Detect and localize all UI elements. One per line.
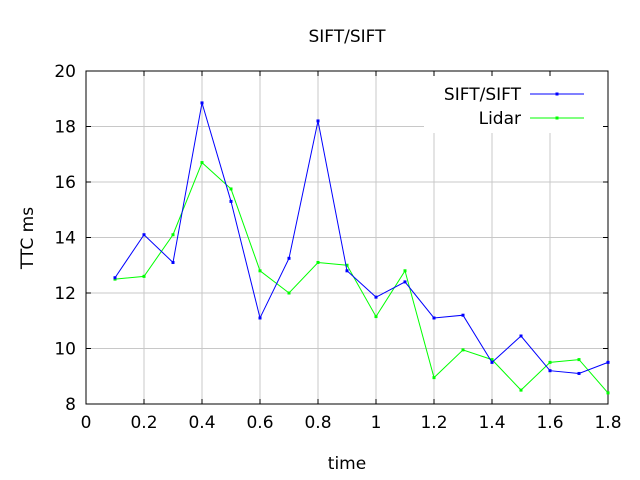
series-lidar [113, 161, 610, 395]
data-point [461, 313, 465, 317]
y-tick-label: 16 [54, 173, 76, 193]
data-point [403, 280, 407, 284]
y-axis-label: TTC ms [18, 207, 38, 270]
x-tick-label: 0.6 [246, 413, 273, 433]
legend-swatch-point [555, 116, 559, 120]
grid [86, 71, 608, 404]
data-point [577, 358, 581, 362]
data-point [519, 388, 523, 392]
data-point [287, 256, 291, 260]
data-point [374, 315, 378, 319]
data-point [461, 348, 465, 352]
data-point [548, 369, 552, 373]
data-point [258, 316, 262, 320]
chart-title: SIFT/SIFT [308, 27, 386, 47]
data-point [577, 371, 581, 375]
data-point [258, 269, 262, 273]
y-tick-label: 14 [54, 229, 76, 249]
y-tick-label: 12 [54, 284, 76, 304]
data-point [113, 276, 117, 280]
y-tick-label: 8 [65, 395, 76, 415]
data-point [606, 360, 610, 364]
data-point [374, 295, 378, 299]
data-point [142, 233, 146, 237]
data-point [490, 358, 494, 362]
x-tick-label: 1.6 [536, 413, 563, 433]
x-tick-label: 1.8 [594, 413, 621, 433]
series-sift-sift [113, 101, 610, 375]
axis-ticks: 0 0.2 0.4 0.6 0.8 1 1.2 1.4 1.6 1.8 8 10 12 14 16 18 20 [54, 62, 621, 433]
data-point [519, 334, 523, 338]
data-point [171, 233, 175, 237]
x-tick-label: 1.4 [478, 413, 505, 433]
legend-label: Lidar [479, 109, 521, 129]
data-point [316, 119, 320, 123]
data-point [142, 274, 146, 278]
series-group [113, 101, 610, 395]
data-point [229, 187, 233, 191]
data-point [403, 269, 407, 273]
data-point [200, 101, 204, 105]
series-line [114, 161, 609, 394]
data-point [432, 376, 436, 380]
data-point [606, 391, 610, 395]
x-tick-label: 0.4 [188, 413, 215, 433]
data-point [316, 260, 320, 264]
x-axis-label: time [328, 454, 366, 474]
legend-label: SIFT/SIFT [444, 85, 522, 105]
x-tick-label: 0 [81, 413, 92, 433]
series-line [114, 102, 609, 374]
data-point [229, 199, 233, 203]
data-point [287, 291, 291, 295]
data-point [548, 360, 552, 364]
x-tick-label: 1 [371, 413, 382, 433]
data-point [432, 316, 436, 320]
data-point [345, 263, 349, 267]
x-tick-label: 1.2 [420, 413, 447, 433]
y-tick-label: 20 [54, 62, 76, 82]
x-tick-label: 0.2 [130, 413, 157, 433]
data-point [200, 161, 204, 165]
x-tick-label: 0.8 [304, 413, 331, 433]
y-tick-label: 18 [54, 118, 76, 138]
legend-swatch-point [555, 92, 559, 96]
y-tick-label: 10 [54, 340, 76, 360]
data-point [345, 269, 349, 273]
data-point [171, 260, 175, 264]
legend: SIFT/SIFT Lidar [444, 85, 584, 129]
data-point [490, 360, 494, 364]
